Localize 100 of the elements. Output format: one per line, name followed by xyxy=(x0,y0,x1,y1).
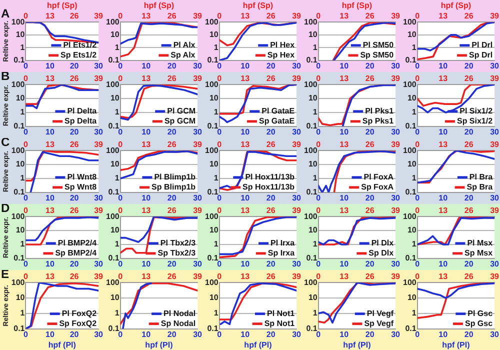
x2-tick-label: 26 xyxy=(365,272,375,282)
legend-label: Sp Msx xyxy=(464,248,494,258)
x2-tick-label: 13 xyxy=(438,206,448,216)
x-tick-label: 20 xyxy=(70,193,80,202)
y-tick-label: 10 xyxy=(308,160,318,169)
x-tick-label: 10 xyxy=(240,61,250,70)
y-tick-label: 10 xyxy=(308,30,318,40)
x-tick-label: 20 xyxy=(167,193,177,202)
y-tick-label: 10 xyxy=(209,160,219,169)
x-axis-title: hpf (Pl) xyxy=(244,340,272,350)
x-tick-label: 30 xyxy=(94,330,104,339)
x2-tick-label: 0 xyxy=(415,140,420,150)
x2-tick-label: 26 xyxy=(70,74,80,84)
x2-tick-label: 13 xyxy=(438,12,448,21)
x-tick-label: 10 xyxy=(142,259,152,268)
y-tick-label: 0.1 xyxy=(405,56,417,65)
y-tick-label: 1 xyxy=(214,174,219,183)
x-tick-label: 20 xyxy=(464,330,474,339)
x-tick-label: 30 xyxy=(391,330,401,339)
y-tick-label: 10 xyxy=(209,226,219,235)
y-tick-label: 0.1 xyxy=(14,56,26,65)
x-tick-label: 0 xyxy=(217,259,222,268)
legend-label: Sp Gsc xyxy=(464,319,494,328)
x-tick-label: 0 xyxy=(24,61,29,70)
x-tick-label: 0 xyxy=(217,193,222,202)
x2-tick-label: 0 xyxy=(24,12,29,21)
y-tick-label: 0.1 xyxy=(14,254,26,263)
x2-tick-label: 0 xyxy=(118,272,124,282)
x2-axis-title: hpf (Sp) xyxy=(144,1,174,10)
x2-tick-label: 0 xyxy=(415,272,420,282)
x-tick-label: 30 xyxy=(391,259,401,268)
y-tick-label: 1 xyxy=(114,240,120,249)
legend-label: Pl GataE xyxy=(262,106,296,116)
x-tick-label: 10 xyxy=(46,127,56,136)
y-tick-label: 100 xyxy=(106,80,120,89)
x2-tick-label: 0 xyxy=(316,74,322,84)
legend-label: Sp Hex xyxy=(267,50,296,60)
x2-tick-label: 0 xyxy=(118,74,124,84)
x-tick-label: 20 xyxy=(464,61,474,70)
y-tick-label: 10 xyxy=(16,293,26,302)
x-tick-label: 10 xyxy=(46,259,56,268)
x-tick-label: 0 xyxy=(415,259,420,268)
y-tick-label: 10 xyxy=(308,94,318,103)
x2-tick-label: 26 xyxy=(266,74,276,84)
legend-label: Pl Dlx xyxy=(371,238,394,248)
chart-title: B xyxy=(1,68,10,83)
y-tick-label: 10 xyxy=(407,30,417,40)
y-tick-label: 1 xyxy=(412,108,417,117)
x-tick-label: 0 xyxy=(118,259,124,268)
y-tick-label: 0.1 xyxy=(108,324,120,334)
legend-label: Pl Hex xyxy=(270,40,296,50)
x-tick-label: 30 xyxy=(292,330,302,339)
y-tick-label: 100 xyxy=(204,278,219,287)
y-tick-label: 0.1 xyxy=(306,122,318,131)
y-tick-label: 100 xyxy=(11,212,26,221)
x-tick-label: 10 xyxy=(240,127,250,136)
x-tick-label: 20 xyxy=(365,259,375,268)
x-tick-label: 20 xyxy=(167,259,177,268)
x2-tick-label: 39 xyxy=(292,74,302,84)
x2-tick-label: 39 xyxy=(490,140,500,150)
legend-label: Pl Gsc xyxy=(468,309,494,318)
x-axis-title: hpf (Pl) xyxy=(343,340,372,350)
x-tick-label: 0 xyxy=(316,127,322,136)
x2-tick-label: 13 xyxy=(438,140,448,150)
x-tick-label: 10 xyxy=(46,193,56,202)
x-tick-label: 20 xyxy=(167,330,177,339)
x2-tick-label: 39 xyxy=(94,74,104,84)
x-tick-label: 10 xyxy=(142,193,152,202)
x-tick-label: 30 xyxy=(391,61,401,70)
y-tick-label: 100 xyxy=(204,17,219,26)
legend-label: Pl BMP2/4 xyxy=(58,238,98,248)
y-tick-label: 1 xyxy=(312,174,318,183)
x2-axis-title: hpf (Sp) xyxy=(47,1,78,10)
legend-label: Sp Hox11/13b xyxy=(242,182,295,192)
y-tick-label: 10 xyxy=(16,94,26,103)
x-tick-label: 0 xyxy=(316,61,322,70)
y-tick-label: 0.1 xyxy=(108,122,120,131)
x-tick-label: 30 xyxy=(490,259,500,268)
y-tick-label: 100 xyxy=(11,80,26,89)
legend-label: Sp GCM xyxy=(164,116,196,126)
x-tick-label: 0 xyxy=(118,127,124,136)
x2-tick-label: 26 xyxy=(266,140,276,150)
x2-tick-label: 39 xyxy=(193,74,203,84)
y-tick-label: 10 xyxy=(16,160,26,169)
x-tick-label: 10 xyxy=(438,127,448,136)
x-tick-label: 30 xyxy=(193,127,203,136)
x-tick-label: 10 xyxy=(46,61,56,70)
x2-tick-label: 0 xyxy=(24,140,29,150)
y-tick-label: 0.1 xyxy=(306,254,318,263)
x2-tick-label: 13 xyxy=(340,74,350,84)
x-tick-label: 30 xyxy=(193,330,203,339)
x-tick-label: 0 xyxy=(24,193,29,202)
x2-tick-label: 0 xyxy=(316,140,322,150)
x2-tick-label: 26 xyxy=(167,272,177,282)
x2-tick-label: 26 xyxy=(70,206,80,216)
x-tick-label: 20 xyxy=(70,330,80,339)
y-tick-label: 100 xyxy=(402,80,417,89)
legend-label: Pl Hox11/13b xyxy=(245,172,295,182)
y-tick-label: 100 xyxy=(304,146,318,155)
y-tick-label: 1 xyxy=(412,308,417,318)
